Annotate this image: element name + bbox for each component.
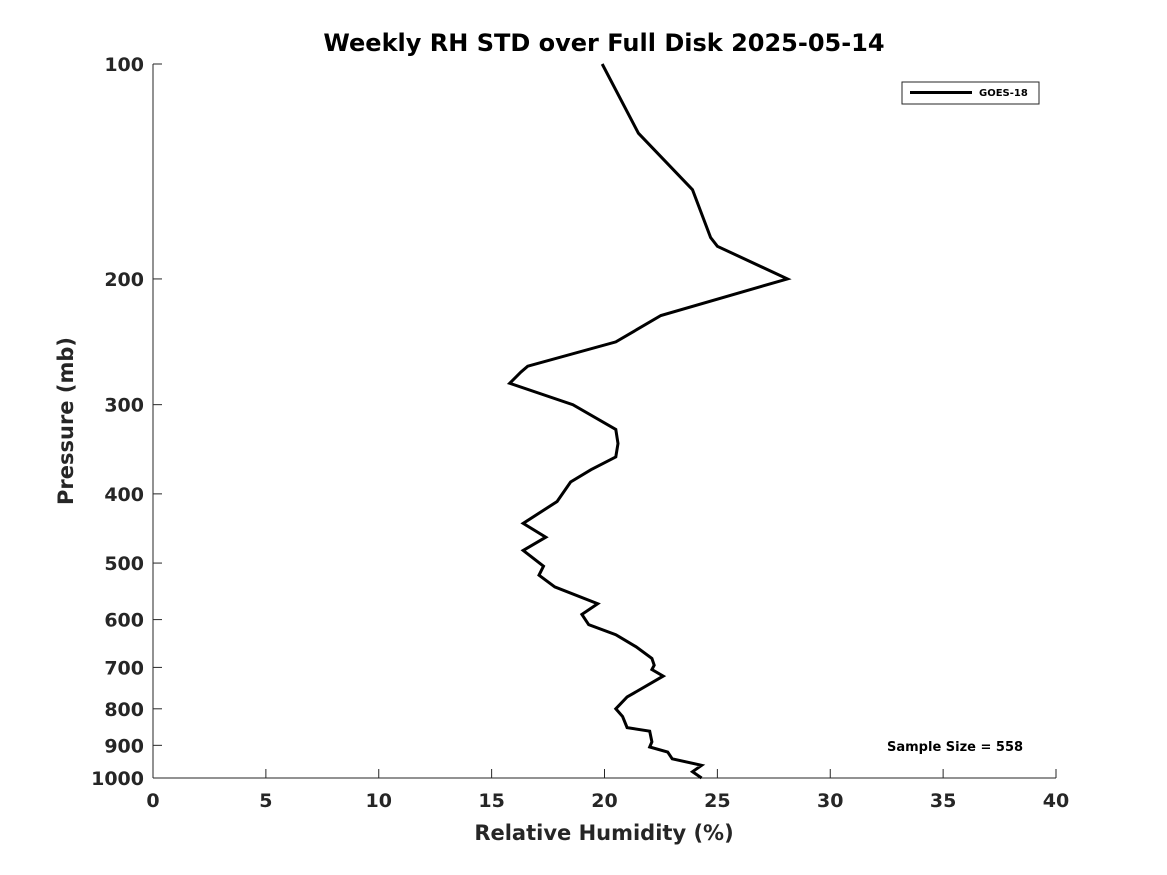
series-line-goes-18 bbox=[506, 63, 792, 780]
legend: GOES-18 bbox=[901, 81, 1040, 105]
x-tick-label: 20 bbox=[591, 790, 617, 812]
x-tick-label: 0 bbox=[146, 790, 159, 812]
y-tick-label: 600 bbox=[104, 610, 144, 632]
chart-title: Weekly RH STD over Full Disk 2025-05-14 bbox=[323, 29, 884, 57]
x-tick-label: 5 bbox=[259, 790, 272, 812]
x-tick-label: 15 bbox=[478, 790, 504, 812]
y-tick-label: 1000 bbox=[91, 768, 144, 790]
y-tick-label: 400 bbox=[104, 484, 144, 506]
y-tick-label: 900 bbox=[104, 735, 144, 757]
x-tick-label: 40 bbox=[1043, 790, 1069, 812]
x-tick-label: 25 bbox=[704, 790, 730, 812]
x-axis-label: Relative Humidity (%) bbox=[474, 821, 733, 845]
y-ticks: 100 200 300 400 500 600 700 800 900 1000 bbox=[91, 54, 162, 790]
y-tick-label: 700 bbox=[104, 657, 144, 679]
y-tick-label: 200 bbox=[104, 269, 144, 291]
x-tick-label: 35 bbox=[930, 790, 956, 812]
x-tick-label: 10 bbox=[366, 790, 392, 812]
x-ticks: 0 5 10 15 20 25 30 35 40 bbox=[146, 769, 1069, 812]
y-tick-label: 100 bbox=[104, 54, 144, 76]
series-layer bbox=[506, 63, 792, 780]
y-tick-label: 300 bbox=[104, 395, 144, 417]
legend-label-goes-18: GOES-18 bbox=[979, 88, 1028, 99]
y-tick-label: 800 bbox=[104, 699, 144, 721]
y-tick-label: 500 bbox=[104, 553, 144, 575]
y-axis-label: Pressure (mb) bbox=[54, 337, 78, 505]
x-tick-label: 30 bbox=[817, 790, 843, 812]
sample-size-annotation: Sample Size = 558 bbox=[887, 740, 1023, 755]
